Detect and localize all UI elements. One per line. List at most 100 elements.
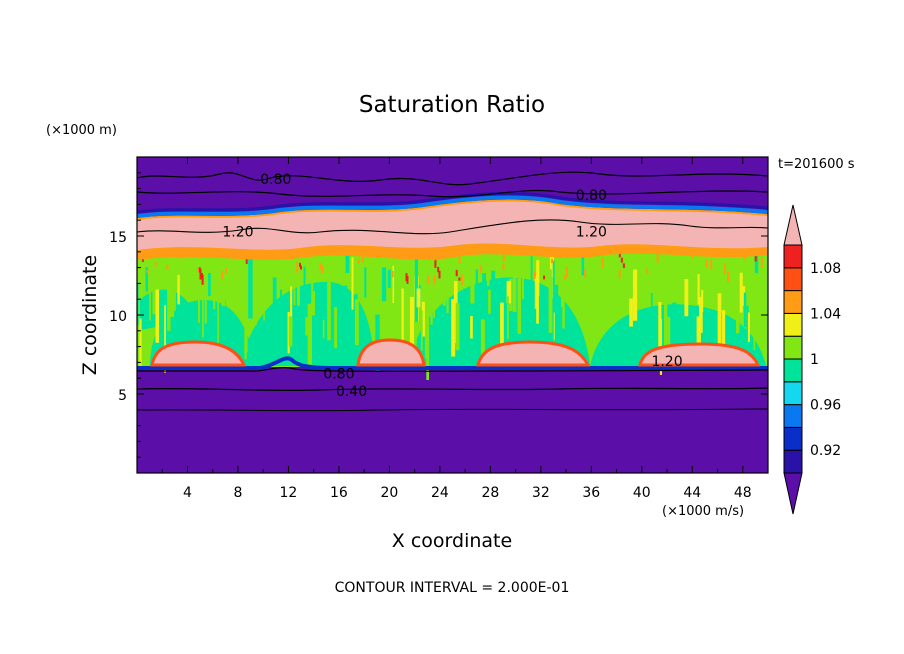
streak-warm: [225, 268, 228, 274]
streak: [327, 277, 331, 341]
streak: [248, 253, 253, 319]
x-tick-label: 40: [633, 485, 651, 501]
streak: [145, 267, 148, 292]
x-tick-label: 36: [582, 485, 600, 501]
streak: [506, 280, 512, 304]
streak: [470, 316, 473, 339]
streak: [204, 284, 207, 324]
streak-warm: [760, 257, 763, 268]
streak: [672, 302, 677, 350]
streak: [172, 268, 176, 311]
streak: [554, 284, 559, 349]
streak: [696, 316, 701, 354]
streak: [721, 310, 726, 366]
streak-warm: [727, 272, 730, 283]
colorbar-swatch: [783, 244, 803, 269]
streak: [212, 309, 217, 368]
colorbar-swatch: [783, 404, 803, 428]
streak: [491, 270, 496, 330]
streak-warm: [564, 275, 567, 280]
x-tick-label: 4: [183, 485, 192, 501]
streak: [736, 250, 739, 284]
streak: [507, 296, 509, 339]
streak-warm: [551, 258, 553, 264]
streak: [307, 303, 312, 365]
streak: [263, 286, 265, 321]
time-label: t=201600 s: [778, 157, 855, 172]
streak: [254, 271, 258, 291]
streak-warm: [433, 275, 436, 285]
streak: [717, 293, 722, 351]
streak: [743, 292, 747, 328]
streak: [290, 286, 293, 333]
streak-warm: [458, 254, 461, 264]
streak: [552, 260, 555, 313]
streak-warm: [391, 270, 394, 278]
streak: [475, 308, 478, 369]
streak-warm: [437, 267, 440, 273]
streak: [177, 274, 180, 305]
colorbar-swatch: [783, 358, 803, 383]
streak: [343, 285, 348, 308]
streak-warm: [296, 261, 299, 273]
streak: [429, 261, 432, 304]
streak: [442, 267, 446, 306]
colorbar-swatch: [783, 449, 803, 474]
streak: [455, 303, 460, 351]
streak: [433, 280, 435, 318]
x-tick-label: 28: [481, 485, 499, 501]
y-axis-ticks: 5 10 15: [109, 172, 768, 458]
streak: [448, 253, 452, 286]
contour-line-0.80-lower: [137, 366, 768, 372]
streak: [629, 298, 633, 327]
streak: [198, 264, 200, 323]
x-tick-label: 24: [431, 485, 449, 501]
streak: [632, 269, 638, 321]
streak: [311, 291, 315, 316]
streak-warm: [362, 254, 364, 263]
streak-warm: [166, 264, 169, 270]
streak: [667, 316, 671, 355]
streak: [164, 305, 166, 373]
streak: [413, 308, 417, 350]
streak: [354, 299, 359, 346]
contour-label: 1.20: [651, 354, 682, 370]
colorbar-arrow-high: [783, 204, 803, 246]
streak-warm: [319, 262, 322, 271]
streak-warm: [154, 262, 157, 267]
streak: [697, 274, 700, 305]
x-tick-label: 12: [280, 485, 298, 501]
streak: [739, 272, 743, 313]
streak: [746, 305, 749, 371]
contour-label: 0.80: [323, 366, 354, 382]
streak-warm: [601, 257, 604, 269]
colorbar-swatch: [783, 335, 803, 360]
streak: [587, 311, 591, 347]
streak: [658, 302, 662, 347]
y-axis-label: Z coordinate: [79, 255, 101, 375]
contour-field: 0.80 0.80 1.20 1.20 1.20 0.80 0.40: [137, 157, 768, 473]
contour-line-0.80-upper-2: [137, 189, 768, 198]
x-unit-label: (×1000 m/s): [662, 504, 744, 519]
streak-warm: [438, 270, 441, 279]
colorbar: 1.08 1.04 1 0.96 0.92: [783, 204, 841, 515]
streak: [409, 296, 414, 363]
streak: [351, 257, 354, 310]
streak: [451, 299, 456, 357]
streak-warm: [221, 270, 224, 280]
streak: [486, 251, 490, 286]
streak-warm: [357, 258, 360, 264]
streak: [387, 311, 391, 366]
streak: [152, 260, 156, 315]
streak-warm: [245, 257, 248, 264]
streak: [137, 284, 139, 325]
streak: [562, 270, 565, 329]
streak: [244, 305, 248, 353]
streak-warm: [565, 266, 568, 278]
streak: [482, 273, 486, 299]
streak: [185, 311, 188, 334]
streak-warm: [427, 275, 430, 284]
streak: [512, 260, 517, 313]
streak: [305, 317, 308, 336]
streak: [446, 289, 449, 314]
